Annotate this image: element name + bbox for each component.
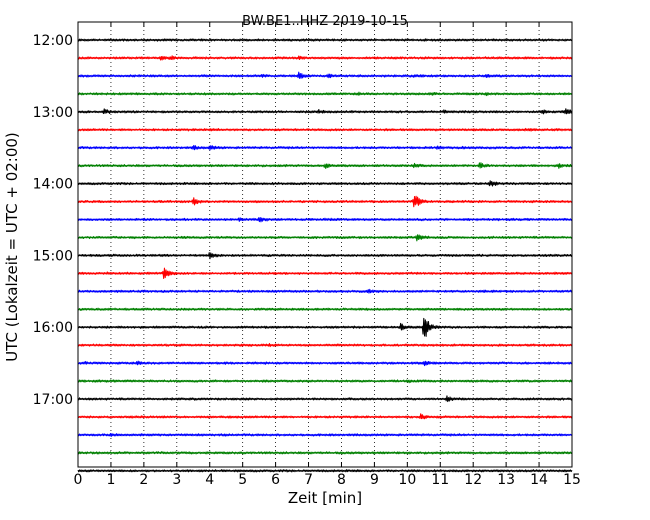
x-tick-label: 9 — [370, 472, 379, 488]
seismogram-trace — [77, 469, 573, 473]
y-tick-label: 12:00 — [33, 33, 73, 49]
seismogram-trace — [77, 379, 573, 384]
seismogram-trace — [77, 432, 573, 438]
x-tick-label: 14 — [530, 472, 548, 488]
x-tick-label: 1 — [106, 472, 115, 488]
x-tick-label: 12 — [464, 472, 482, 488]
x-tick-label: 4 — [205, 472, 214, 488]
x-tick-label: 11 — [431, 472, 449, 488]
seismogram-trace — [77, 144, 573, 151]
x-tick-label: 15 — [563, 472, 581, 488]
seismogram-trace — [77, 108, 573, 115]
seismogram-trace — [77, 360, 573, 367]
seismogram-trace — [77, 91, 573, 97]
y-tick-label: 17:00 — [33, 392, 73, 408]
x-tick-label: 2 — [139, 472, 148, 488]
seismogram-trace — [77, 234, 573, 242]
seismogram-trace — [77, 413, 573, 420]
x-tick-label: 10 — [398, 472, 416, 488]
plot-frame — [77, 21, 573, 468]
seismogram-trace — [77, 252, 573, 260]
y-axis-label: UTC (Lokalzeit = UTC + 02:00) — [3, 132, 21, 362]
seismogram-trace — [77, 71, 573, 79]
seismogram-trace — [77, 38, 573, 42]
seismogram-trace — [77, 307, 573, 311]
y-tick-label: 13:00 — [33, 105, 73, 121]
seismogram-trace — [77, 180, 573, 187]
seismogram-trace — [77, 195, 573, 208]
seismogram-trace — [77, 127, 573, 132]
x-tick-label: 13 — [497, 472, 515, 488]
seismogram-trace — [77, 288, 573, 294]
seismogram-trace — [77, 267, 573, 279]
seismogram-trace — [77, 317, 573, 337]
x-tick-label: 3 — [172, 472, 181, 488]
seismogram-trace — [77, 162, 573, 170]
x-axis-label: Zeit [min] — [288, 489, 362, 507]
seismogram-trace — [77, 395, 573, 403]
y-tick-label: 14:00 — [33, 177, 73, 193]
x-tick-label: 0 — [74, 472, 83, 488]
x-tick-label: 5 — [238, 472, 247, 488]
axis-layer: 0 1 2 3 4 5 6 7 8 9 10 11 12 13 14 1512:0013:0014:0015:… — [33, 21, 581, 488]
seismogram-trace — [77, 55, 573, 61]
x-tick-label: 6 — [271, 472, 280, 488]
seismogram-trace — [77, 451, 573, 455]
grid — [110, 22, 540, 467]
y-tick-label: 16:00 — [33, 320, 73, 336]
seismogram-trace — [77, 216, 573, 223]
trace-layer — [77, 38, 573, 473]
x-tick-label: 7 — [304, 472, 313, 488]
seismogram-trace — [77, 342, 573, 348]
y-tick-label: 15:00 — [33, 248, 73, 264]
x-tick-label: 8 — [337, 472, 346, 488]
